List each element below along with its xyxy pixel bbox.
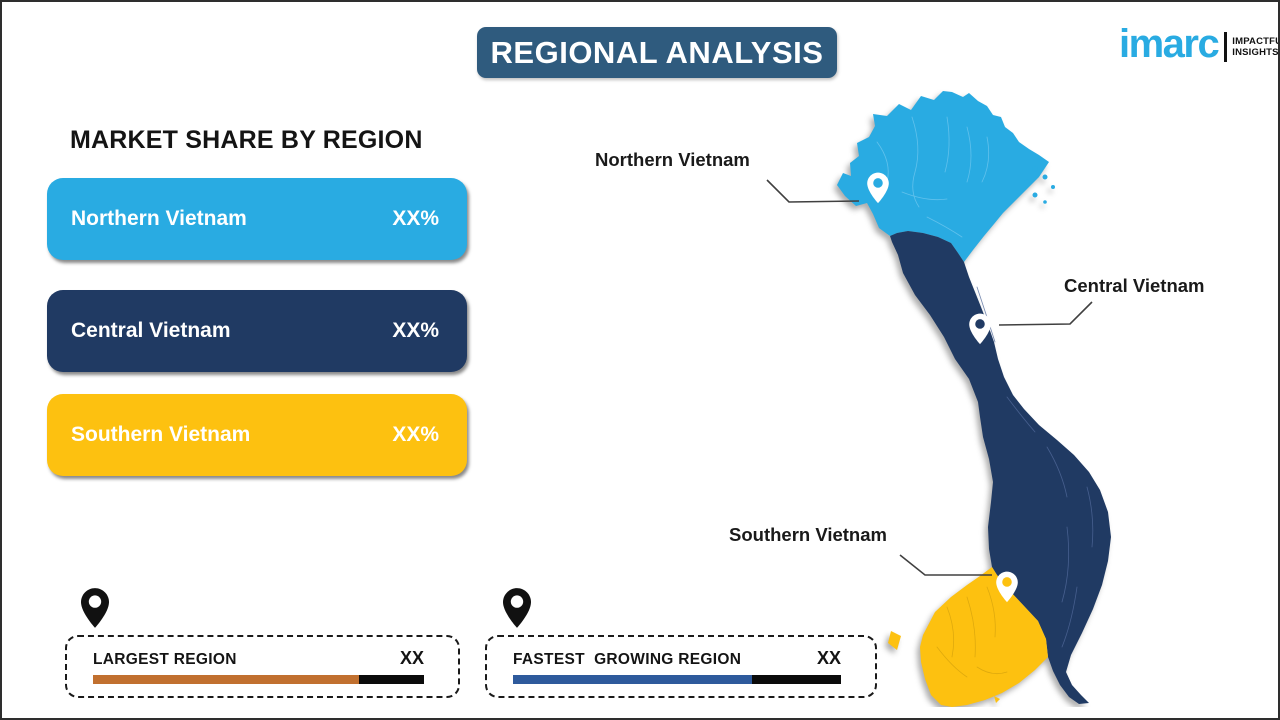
vietnam-map — [766, 91, 1111, 707]
logo-tagline: IMPACTFUL INSIGHTS — [1232, 36, 1279, 58]
share-bar-value: XX% — [392, 423, 439, 446]
fastest-growing-region-bar-fill — [513, 675, 753, 684]
share-bar-value: XX% — [392, 207, 439, 230]
map-pin-central-icon — [969, 313, 991, 345]
fastest-growing-region-value: XX — [816, 648, 841, 668]
fastest-growing-region-box: FASTEST GROWING REGION XX — [485, 635, 877, 698]
map-label-northern: Northern Vietnam — [595, 149, 750, 170]
share-bar-label: Central Vietnam — [71, 319, 231, 342]
fastest-growing-region-bar — [513, 675, 841, 684]
map-label-central: Central Vietnam — [1064, 275, 1205, 296]
share-bar-label: Southern Vietnam — [71, 423, 251, 446]
phu-quoc-island — [888, 631, 901, 650]
share-bar-value: XX% — [392, 319, 439, 342]
leader-line-northern — [766, 179, 860, 203]
map-pin-northern-icon — [867, 172, 889, 204]
largest-region-bar — [93, 675, 424, 684]
logo-tagline-line2: INSIGHTS — [1232, 47, 1279, 58]
page-title-box: REGIONAL ANALYSIS — [477, 27, 837, 78]
vietnam-map-regions — [837, 91, 1111, 707]
province-lines-south — [936, 586, 1008, 678]
share-bar-central: Central Vietnam XX% — [47, 290, 467, 372]
page-title: REGIONAL ANALYSIS — [490, 34, 824, 70]
share-bar-northern: Northern Vietnam XX% — [47, 178, 467, 260]
map-pin-southern-icon — [996, 571, 1018, 603]
southern-islet — [994, 696, 1000, 703]
market-share-heading: MARKET SHARE BY REGION — [70, 126, 423, 154]
largest-region-bar-fill — [93, 675, 360, 684]
province-lines-central — [976, 286, 1094, 648]
fastest-growing-region-pin-icon — [503, 588, 531, 628]
northern-islands — [1017, 166, 1055, 204]
largest-region-box: LARGEST REGION XX — [65, 635, 460, 698]
leader-line-central — [998, 301, 1093, 326]
province-lines-north — [876, 116, 990, 238]
logo-tagline-line1: IMPACTFUL — [1232, 36, 1278, 47]
map-label-southern: Southern Vietnam — [729, 524, 887, 545]
region-central-vietnam — [890, 231, 1111, 704]
imarc-logo-wordmark: imarc — [1119, 22, 1220, 66]
leader-line-southern — [899, 554, 992, 576]
largest-region-value: XX — [399, 648, 424, 668]
largest-region-label: LARGEST REGION — [93, 651, 237, 668]
region-southern-vietnam — [920, 567, 1048, 707]
imarc-logo: imarc IMPACTFUL INSIGHTS — [1119, 22, 1279, 66]
share-bar-label: Northern Vietnam — [71, 207, 247, 230]
share-bar-southern: Southern Vietnam XX% — [47, 394, 467, 476]
region-northern-vietnam — [837, 91, 1049, 262]
largest-region-pin-icon — [81, 588, 109, 628]
fastest-growing-region-label: FASTEST GROWING REGION — [513, 651, 742, 668]
logo-divider — [1224, 32, 1228, 62]
